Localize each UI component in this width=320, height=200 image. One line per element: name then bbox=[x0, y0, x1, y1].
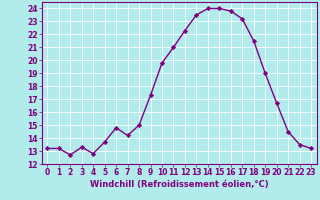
X-axis label: Windchill (Refroidissement éolien,°C): Windchill (Refroidissement éolien,°C) bbox=[90, 180, 268, 189]
